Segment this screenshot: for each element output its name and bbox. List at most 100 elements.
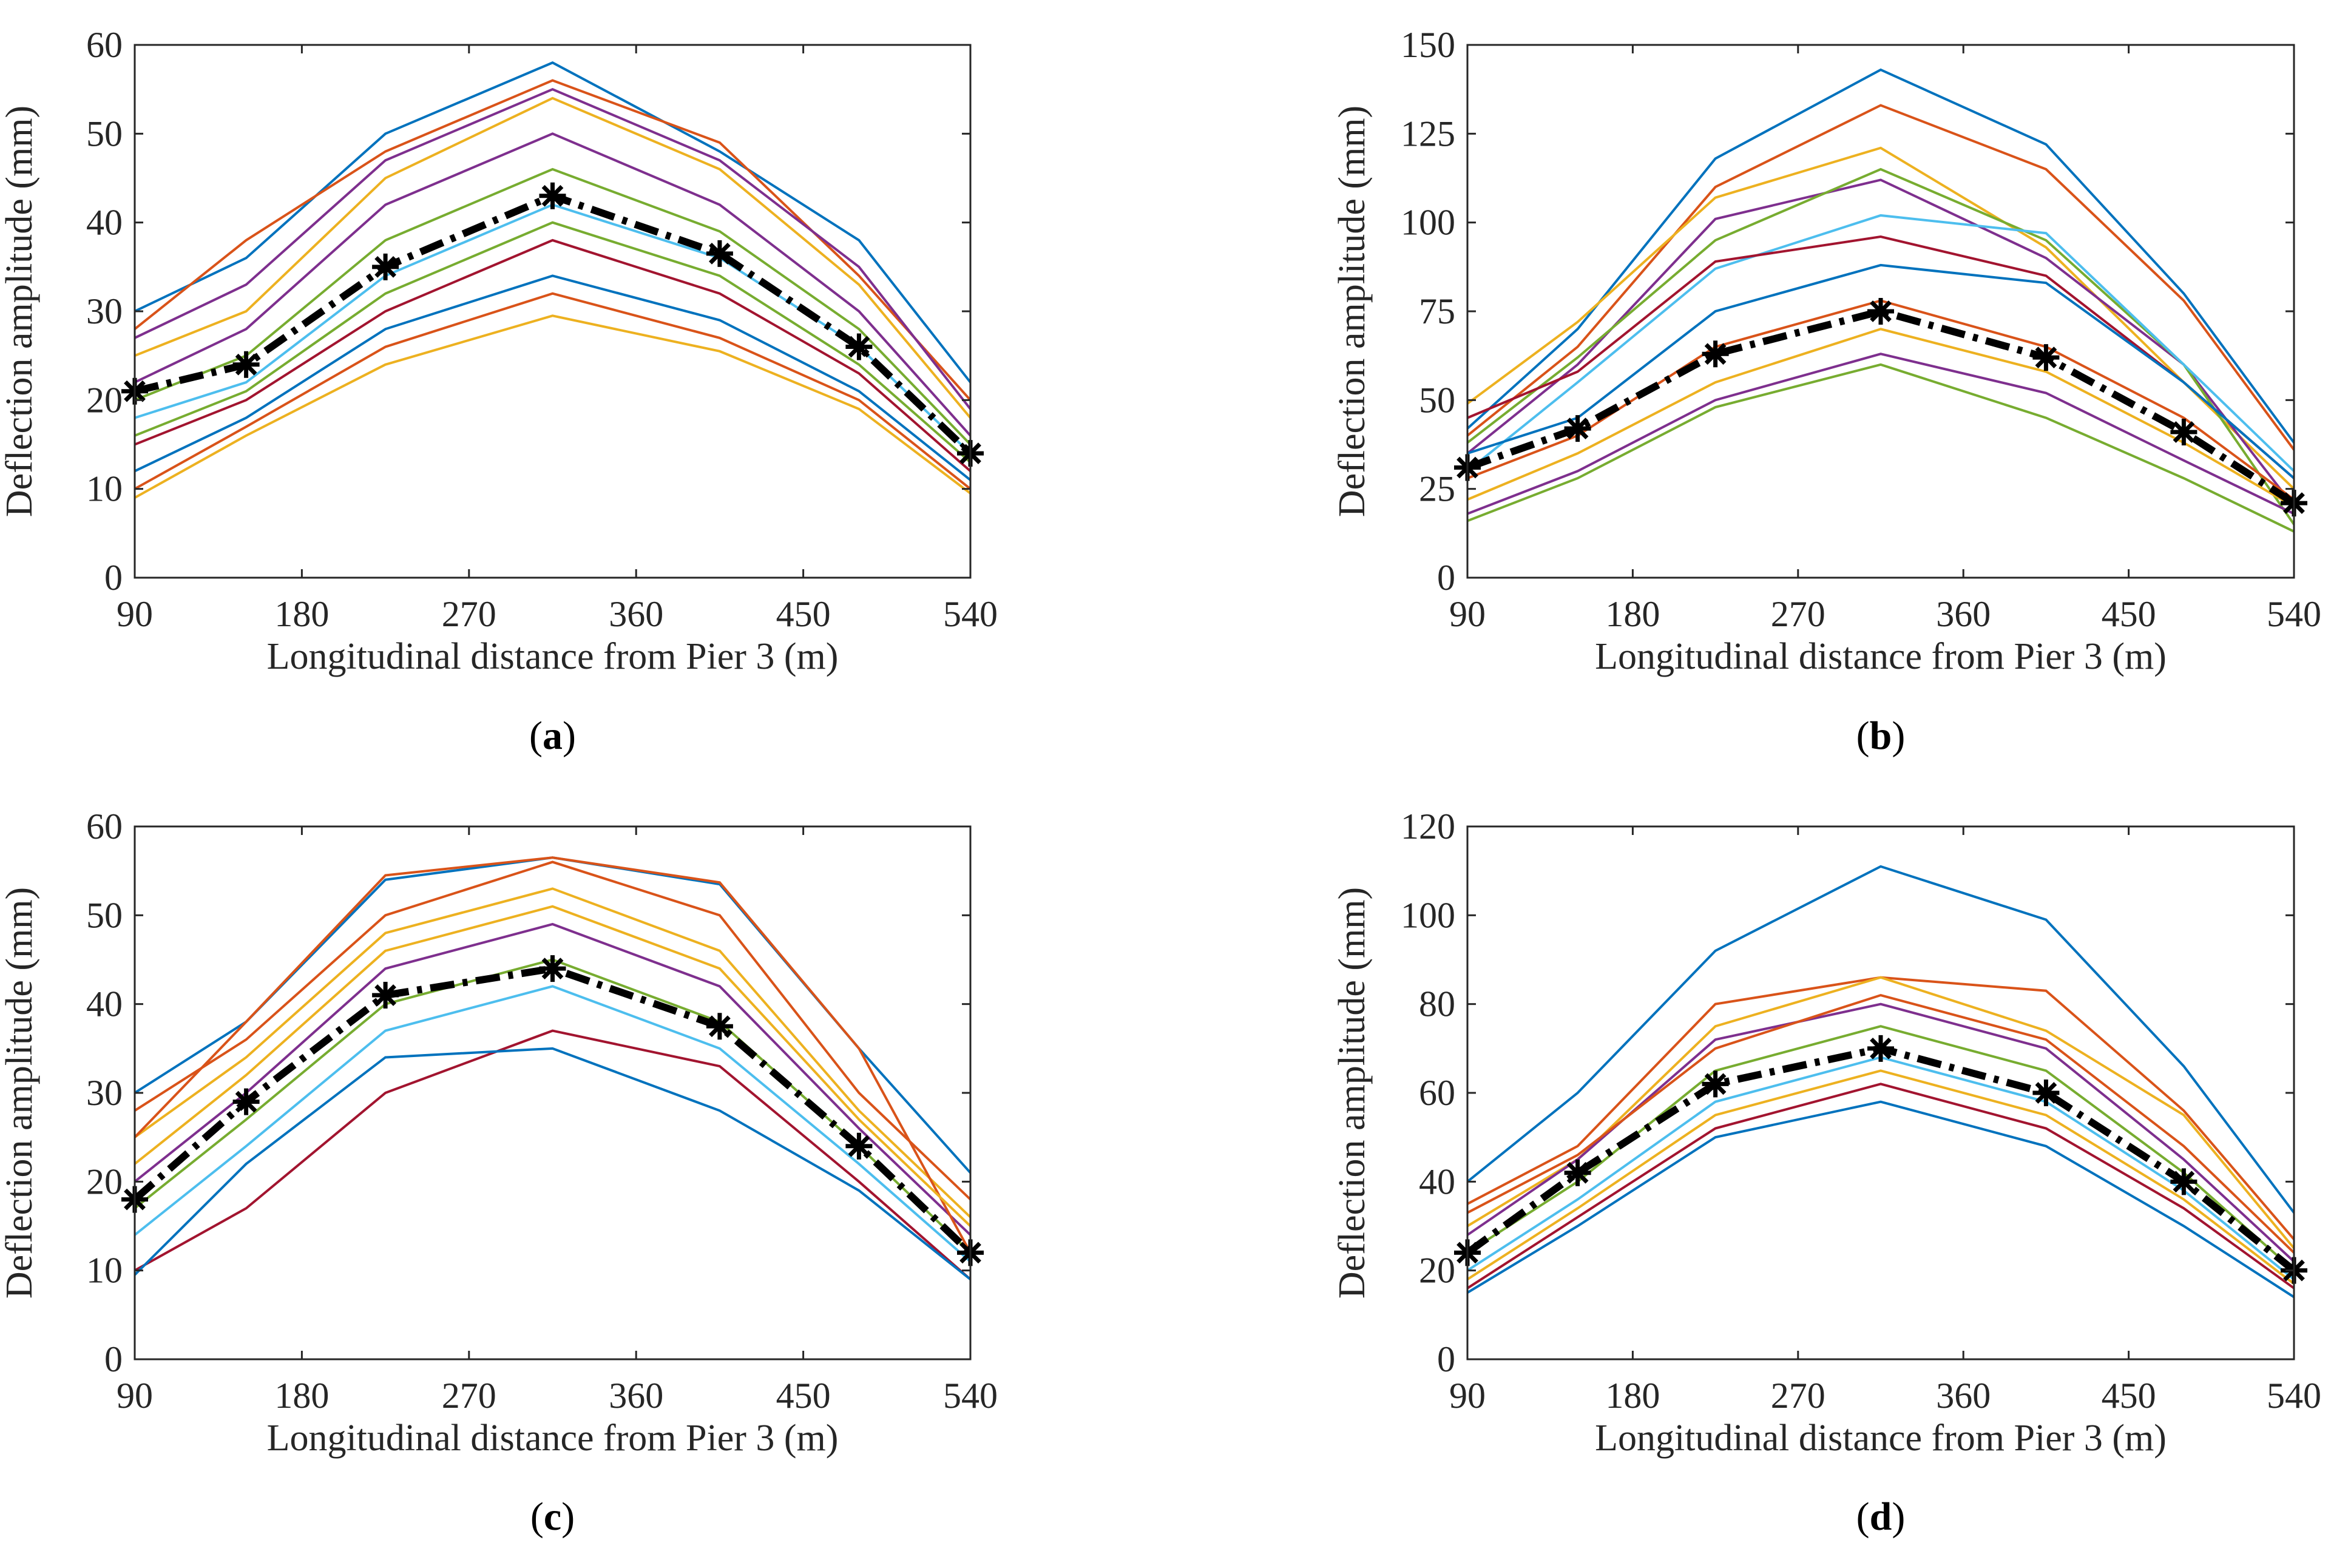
mean-marker [2032,344,2060,371]
mean-marker [845,333,873,360]
series-line [1467,104,2294,451]
subplot-d: 90 180 270 360 450 540 0 20 40 60 80 100 120 Longitud… [1331,806,2321,1539]
subplot-caption: (a) [529,714,576,758]
x-tick-label: 180 [1605,1376,1660,1416]
y-tick-label: 20 [86,1161,123,1201]
y-axis-label: Deflection amplitude (mm) [0,887,40,1299]
series-line [1467,328,2294,508]
marker-stroke [235,1090,257,1113]
x-tick-label: 450 [2102,594,2156,634]
y-tick-label: 0 [1437,1339,1455,1379]
marker-stroke [848,1135,870,1157]
y-tick-label: 30 [86,291,123,331]
y-tick-label: 50 [86,113,123,154]
x-tick-label: 450 [776,1376,831,1416]
series-line [135,96,970,419]
caption-letter: b [1870,714,1892,758]
y-axis-label: Deflection amplitude (mm) [1331,106,1373,517]
series-line [135,856,970,1254]
series-line [1467,1056,2294,1280]
marker-stroke [374,984,396,1006]
y-axis-label: Deflection amplitude (mm) [1331,887,1373,1299]
x-axis-label: Longitudinal distance from Pier 3 (m) [1595,636,2167,677]
marker-stroke [1566,417,1589,440]
caption-paren: ( [529,714,543,758]
mean-marker [1702,1070,1729,1098]
y-tick-label: 25 [1419,469,1455,509]
x-axis-label: Longitudinal distance from Pier 3 (m) [267,1418,839,1459]
caption-letter: c [544,1495,561,1539]
x-tick-label: 360 [609,1376,663,1416]
y-axis-label: Deflection amplitude (mm) [0,106,40,517]
marker-stroke [1704,343,1727,365]
series-line [135,860,970,1201]
x-tick-label: 450 [776,594,831,634]
y-tick-label: 20 [86,380,123,420]
marker-stroke [2173,1171,2195,1193]
series-line [1467,214,2294,472]
series-line [1467,353,2294,515]
caption-paren: ) [1892,1495,1905,1539]
y-tick-label: 150 [1401,25,1455,65]
subplot-a: 90 180 270 360 450 540 0 10 20 30 40 50 60 Longitudin… [0,25,998,758]
series-line [135,221,970,464]
y-tick-label: 75 [1419,291,1455,331]
marker-stroke [2035,1082,2057,1104]
y-tick-label: 60 [86,25,123,65]
series-line [1467,235,2294,479]
series-line [1467,68,2294,444]
x-tick-label: 90 [1449,594,1486,634]
series-line [135,856,970,1174]
y-tick-label: 0 [104,558,123,598]
y-tick-label: 100 [1401,895,1455,935]
mean-marker [1564,415,1591,442]
y-tick-label: 100 [1401,203,1455,243]
subplot-b: 90 180 270 360 450 540 0 25 50 75 100 125 150 Longitu… [1331,25,2321,758]
series-line [1467,993,2294,1254]
x-tick-label: 270 [1771,1376,1825,1416]
mean-marker [372,982,399,1009]
mean-line [134,192,973,456]
x-tick-label: 180 [274,1376,329,1416]
mean-marker [1702,340,1729,368]
series-line [1467,865,2294,1214]
y-tick-label: 10 [86,1251,123,1291]
caption-letter: d [1870,1495,1892,1539]
series-line [135,314,970,499]
mean-marker [1564,1159,1591,1186]
series-line [135,238,970,472]
mean-marker [706,240,733,267]
y-tick-label: 60 [86,806,123,847]
series-line [135,203,970,455]
y-tick-label: 30 [86,1073,123,1113]
caption-paren: ( [1856,1495,1870,1539]
x-tick-label: 450 [2102,1376,2156,1416]
series-line [135,292,970,490]
marker-stroke [1704,1073,1727,1095]
marker-stroke [374,255,396,278]
mean-marker [539,182,566,209]
subplot-caption: (c) [530,1495,575,1539]
mean-marker [706,1013,733,1040]
marker-stroke [541,958,564,980]
marker-stroke [709,1015,731,1038]
marker-stroke [2173,421,2195,443]
x-tick-label: 180 [1605,594,1660,634]
caption-paren: ) [561,1495,575,1539]
mean-marker [1867,298,1894,325]
mean-marker [2170,1168,2197,1195]
subplot-caption: (d) [1856,1495,1906,1539]
marker-stroke [1566,1161,1589,1184]
marker-stroke [1870,300,1892,322]
series-line [1467,1100,2294,1299]
caption-paren: ) [563,714,576,758]
series-line [1467,1083,2294,1289]
x-tick-label: 360 [609,594,663,634]
series-line [135,61,970,384]
y-tick-label: 40 [1419,1161,1455,1201]
series-line [1467,178,2294,508]
y-tick-label: 40 [86,203,123,243]
series-line [135,985,970,1263]
mean-marker [372,253,399,280]
